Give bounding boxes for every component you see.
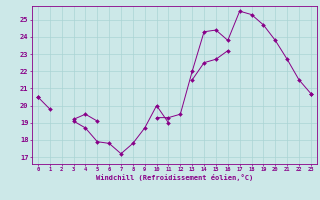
X-axis label: Windchill (Refroidissement éolien,°C): Windchill (Refroidissement éolien,°C) (96, 174, 253, 181)
